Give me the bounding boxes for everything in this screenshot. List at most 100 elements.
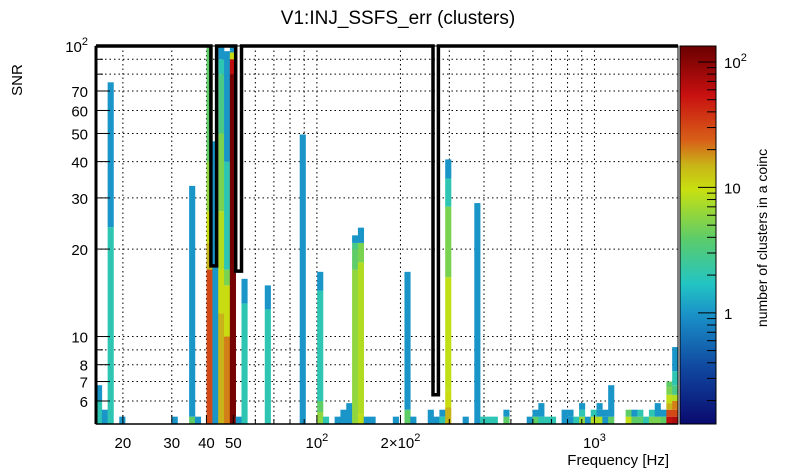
y-tick-label-text: 20 [71,242,88,259]
histogram-cell [445,390,452,408]
y-tick-label-text: 10 [71,330,88,347]
histogram-cell [503,409,510,417]
histogram-cell [224,161,231,270]
histogram-cell [107,227,114,424]
color-bar [679,45,717,425]
histogram-cell [317,400,324,412]
y-tick-label: 50 [71,126,88,143]
histogram-cell [637,409,644,417]
histogram-cell [299,134,306,424]
y-tick-label-text: 10 [65,39,82,56]
histogram-cell [526,416,533,424]
histogram-cell [602,416,609,424]
histogram-cell [602,409,609,417]
histogram-cell [212,141,219,424]
x-tick-label-text: 2×10 [380,435,414,452]
histogram-cell [532,416,539,424]
z-tick-label: 102 [724,52,747,72]
histogram-cell [590,409,597,417]
histogram-cell [427,409,434,424]
x-tick-label-exponent: 2 [322,432,328,444]
x-tick-label-text: 40 [198,435,215,452]
histogram-cell [439,416,446,424]
histogram-cell [346,403,353,424]
histogram-cell [654,403,661,417]
histogram-cell [189,416,196,424]
y-tick-label: 102 [65,36,88,56]
histogram-cell [672,347,679,372]
histogram-cell [666,416,673,424]
histogram-cell [596,416,603,424]
histogram-cell [608,385,615,417]
z-tick-label-exponent: 2 [741,52,747,64]
histogram-cell [206,269,213,424]
grid-lines [96,46,678,424]
x-tick-label: 102 [305,432,328,452]
histogram-cell [352,242,359,250]
histogram-cell [218,313,225,424]
histogram-cell [218,133,225,212]
histogram-cell [317,411,324,424]
histogram-cell [357,242,365,263]
histogram-cell [218,46,225,60]
histogram-cell [445,178,452,207]
y-tick-label-text: 50 [71,126,88,143]
histogram-cell [625,409,632,417]
histogram-cell [596,409,603,417]
x-tick-label: 30 [163,435,180,452]
histogram-cell [445,277,452,391]
y-tick-label-text: 8 [80,358,88,375]
histogram-cell [229,59,236,75]
histogram-cell [334,416,341,424]
y-tick-label: 7 [80,375,88,392]
histogram-cell [567,416,574,424]
histogram-cell [579,409,586,417]
histogram-cell [672,385,679,395]
histogram-cell [666,381,673,388]
z-tick-label-text: 1 [724,306,732,323]
x-tick-label-exponent: 3 [600,432,606,444]
histogram-cell [439,409,446,417]
histogram-cell [218,211,225,270]
histogram-cell [317,290,324,401]
histogram-cell [660,409,667,417]
histogram-cell [549,416,557,424]
histogram-cell [224,51,231,162]
y-tick-label-text: 60 [71,103,88,120]
histogram-cell [654,416,661,424]
x-tick-label-text: 30 [163,435,180,452]
x-tick-label-text: 20 [115,435,132,452]
y-tick-label-text: 6 [80,394,88,411]
x-tick-label-text: 10 [583,435,600,452]
y-tick-label-text: 30 [71,191,88,208]
histogram-cell [631,409,638,417]
histogram-cell [608,416,615,424]
contour-line [96,44,678,397]
z-tick-label: 1 [724,306,732,323]
histogram-cell [96,400,103,424]
histogram-cell [596,403,603,410]
histogram-cell [369,416,376,424]
histogram-cell [194,416,202,424]
z-axis-label: number of clusters in a coinc [754,149,770,327]
histogram-cell [317,271,324,291]
x-tick-label-text: 10 [305,435,322,452]
histogram-cell [538,403,545,417]
histogram-cell [101,409,108,424]
histogram-cell [660,416,667,424]
histogram-cell [357,262,365,415]
histogram-cell [573,416,580,424]
histogram-cell [666,409,673,417]
x-tick-label: 2×102 [380,432,420,452]
histogram-cell [119,416,126,424]
histogram-cell [322,416,330,424]
histogram-cell [480,416,487,424]
y-tick-label: 60 [71,103,88,120]
histogram-cell [462,416,469,424]
x-tick-label-exponent: 2 [414,432,420,444]
histogram-cell [218,269,225,314]
y-tick-label: 10 [71,330,88,347]
histogram-cell [241,278,248,304]
x-axis-label: Frequency [Hz] [567,452,669,469]
